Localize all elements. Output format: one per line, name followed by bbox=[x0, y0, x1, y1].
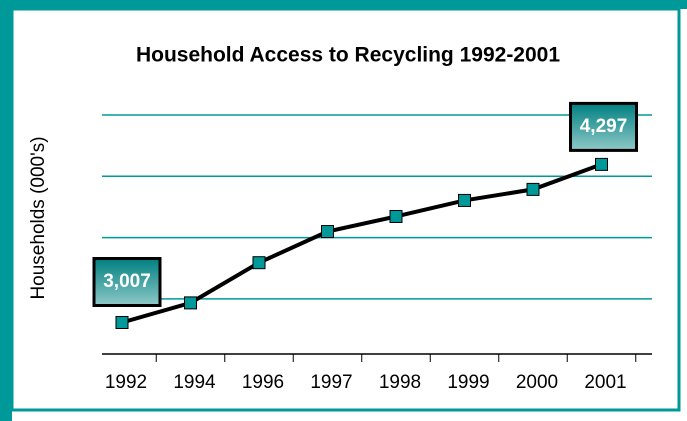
frame-left bbox=[0, 0, 12, 421]
y-axis-label: Households (000's) bbox=[28, 136, 49, 299]
marker bbox=[184, 296, 197, 310]
marker bbox=[389, 209, 403, 223]
x-tick-label: 1999 bbox=[447, 372, 489, 393]
frame bbox=[10, 7, 681, 412]
x-tick-label: 1992 bbox=[105, 372, 147, 393]
x-tick-label: 1997 bbox=[310, 372, 352, 393]
chart-title: Household Access to Recycling 1992-2001 bbox=[136, 44, 560, 67]
x-tick-label: 1998 bbox=[379, 372, 421, 393]
marker bbox=[321, 225, 334, 239]
data-label: 4,297 bbox=[580, 116, 628, 137]
x-tick-label: 1994 bbox=[173, 372, 216, 393]
label-box bbox=[569, 101, 638, 152]
marker bbox=[595, 157, 608, 171]
x-tick-label: 2000 bbox=[516, 372, 558, 393]
x-tick-label: 2001 bbox=[584, 372, 626, 393]
x-tick-label: 1996 bbox=[242, 372, 284, 393]
data-label: 3,007 bbox=[103, 271, 151, 292]
marker bbox=[526, 182, 540, 196]
line bbox=[121, 162, 603, 325]
marker bbox=[115, 316, 129, 330]
marker bbox=[458, 193, 471, 207]
marker bbox=[252, 256, 266, 270]
label-box bbox=[92, 257, 162, 308]
frame-top bbox=[0, 0, 687, 9]
